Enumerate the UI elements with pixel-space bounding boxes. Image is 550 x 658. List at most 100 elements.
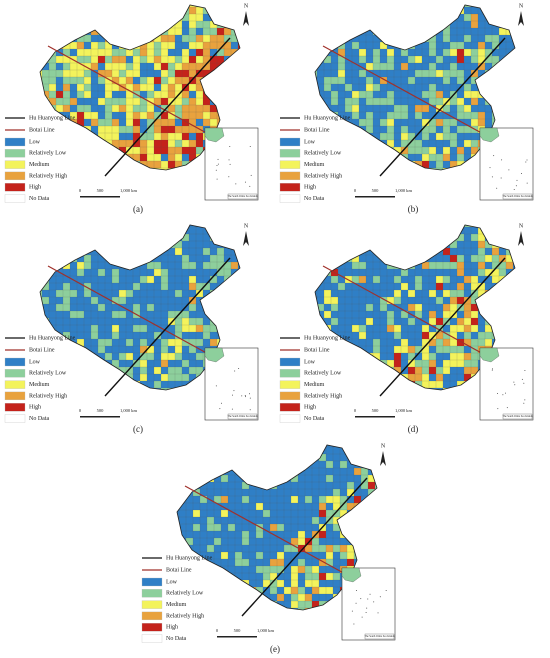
map-region (104, 345, 113, 354)
map-region (386, 331, 395, 340)
map-region (181, 331, 190, 340)
map-region (104, 111, 113, 120)
map-region (407, 104, 416, 113)
map-region (195, 132, 204, 141)
hu-huanyong-line (241, 477, 368, 617)
map-region (456, 48, 465, 57)
map-region (181, 139, 190, 148)
map-region (297, 523, 306, 532)
map-region (174, 48, 183, 57)
map-region (351, 296, 360, 305)
map-region (456, 69, 465, 78)
map-region (139, 111, 148, 120)
map-region (153, 62, 162, 71)
inset-island (367, 598, 369, 600)
legend-swatch (279, 357, 301, 367)
map-region (174, 359, 183, 368)
legend-label: Low (304, 359, 316, 365)
map-region (55, 97, 64, 106)
map-region (227, 488, 236, 497)
map-region (428, 303, 437, 312)
map-region (393, 62, 402, 71)
map-region (178, 516, 187, 525)
inset-island (248, 393, 250, 395)
map-region (83, 41, 92, 50)
inset-island (502, 394, 504, 396)
map-region (484, 111, 493, 120)
map-region (248, 565, 257, 574)
map-region (202, 34, 211, 43)
map-region (428, 282, 437, 291)
map-region (304, 481, 313, 490)
map-region (195, 6, 204, 15)
map-region (178, 509, 187, 518)
map-region (470, 111, 479, 120)
map-region (323, 296, 332, 305)
map-region (414, 146, 423, 155)
map-region (104, 352, 113, 361)
map-region (192, 523, 201, 532)
map-region (202, 261, 211, 270)
map-region (477, 27, 486, 36)
map-region (407, 282, 416, 291)
map-region (195, 310, 204, 319)
map-region (248, 502, 257, 511)
map-region (132, 275, 141, 284)
map-region (365, 118, 374, 127)
map-region (97, 76, 106, 85)
map-region (470, 139, 479, 148)
map-region (393, 76, 402, 85)
map-region (318, 509, 327, 518)
map-region (449, 296, 458, 305)
map-region (220, 537, 229, 546)
map-region (456, 317, 465, 326)
map-region (195, 268, 204, 277)
map-region (55, 296, 64, 305)
map-region (118, 62, 127, 71)
map-region (97, 296, 106, 305)
legend-label: Botai Line (166, 567, 192, 573)
map-region (330, 97, 339, 106)
map-region (325, 460, 334, 469)
map-region (290, 600, 299, 609)
legend-label: Relatively High (29, 393, 67, 399)
inset-island (513, 381, 515, 383)
map-region (442, 373, 451, 382)
map-region (209, 261, 218, 270)
map-region (111, 132, 120, 141)
map-region (146, 289, 155, 298)
map-region (69, 289, 78, 298)
map-region (132, 352, 141, 361)
map-region (199, 502, 208, 511)
map-region (125, 296, 134, 305)
map-region (358, 331, 367, 340)
map-region (323, 90, 332, 99)
map-region (125, 55, 134, 64)
map-region (69, 261, 78, 270)
map-region (69, 268, 78, 277)
map-region (297, 607, 306, 610)
inset-island (245, 396, 247, 398)
map-region (132, 268, 141, 277)
map-region (407, 366, 416, 375)
scale-label: 0 (79, 408, 82, 413)
map-region (318, 544, 327, 553)
map-region (125, 331, 134, 340)
map-region (153, 373, 162, 382)
map-region (283, 572, 292, 581)
map-region (316, 76, 325, 85)
inset-island (249, 185, 251, 187)
map-region (456, 282, 465, 291)
map-region (456, 20, 465, 29)
map-region (330, 69, 339, 78)
map-region (365, 268, 374, 277)
map-region (83, 331, 92, 340)
map-region (181, 132, 190, 141)
map-region (400, 289, 409, 298)
inset-island (241, 395, 243, 397)
map-region (248, 530, 257, 539)
map-region (337, 62, 346, 71)
map-region (195, 359, 204, 368)
map-region (160, 303, 169, 312)
legend-swatch (279, 403, 301, 412)
